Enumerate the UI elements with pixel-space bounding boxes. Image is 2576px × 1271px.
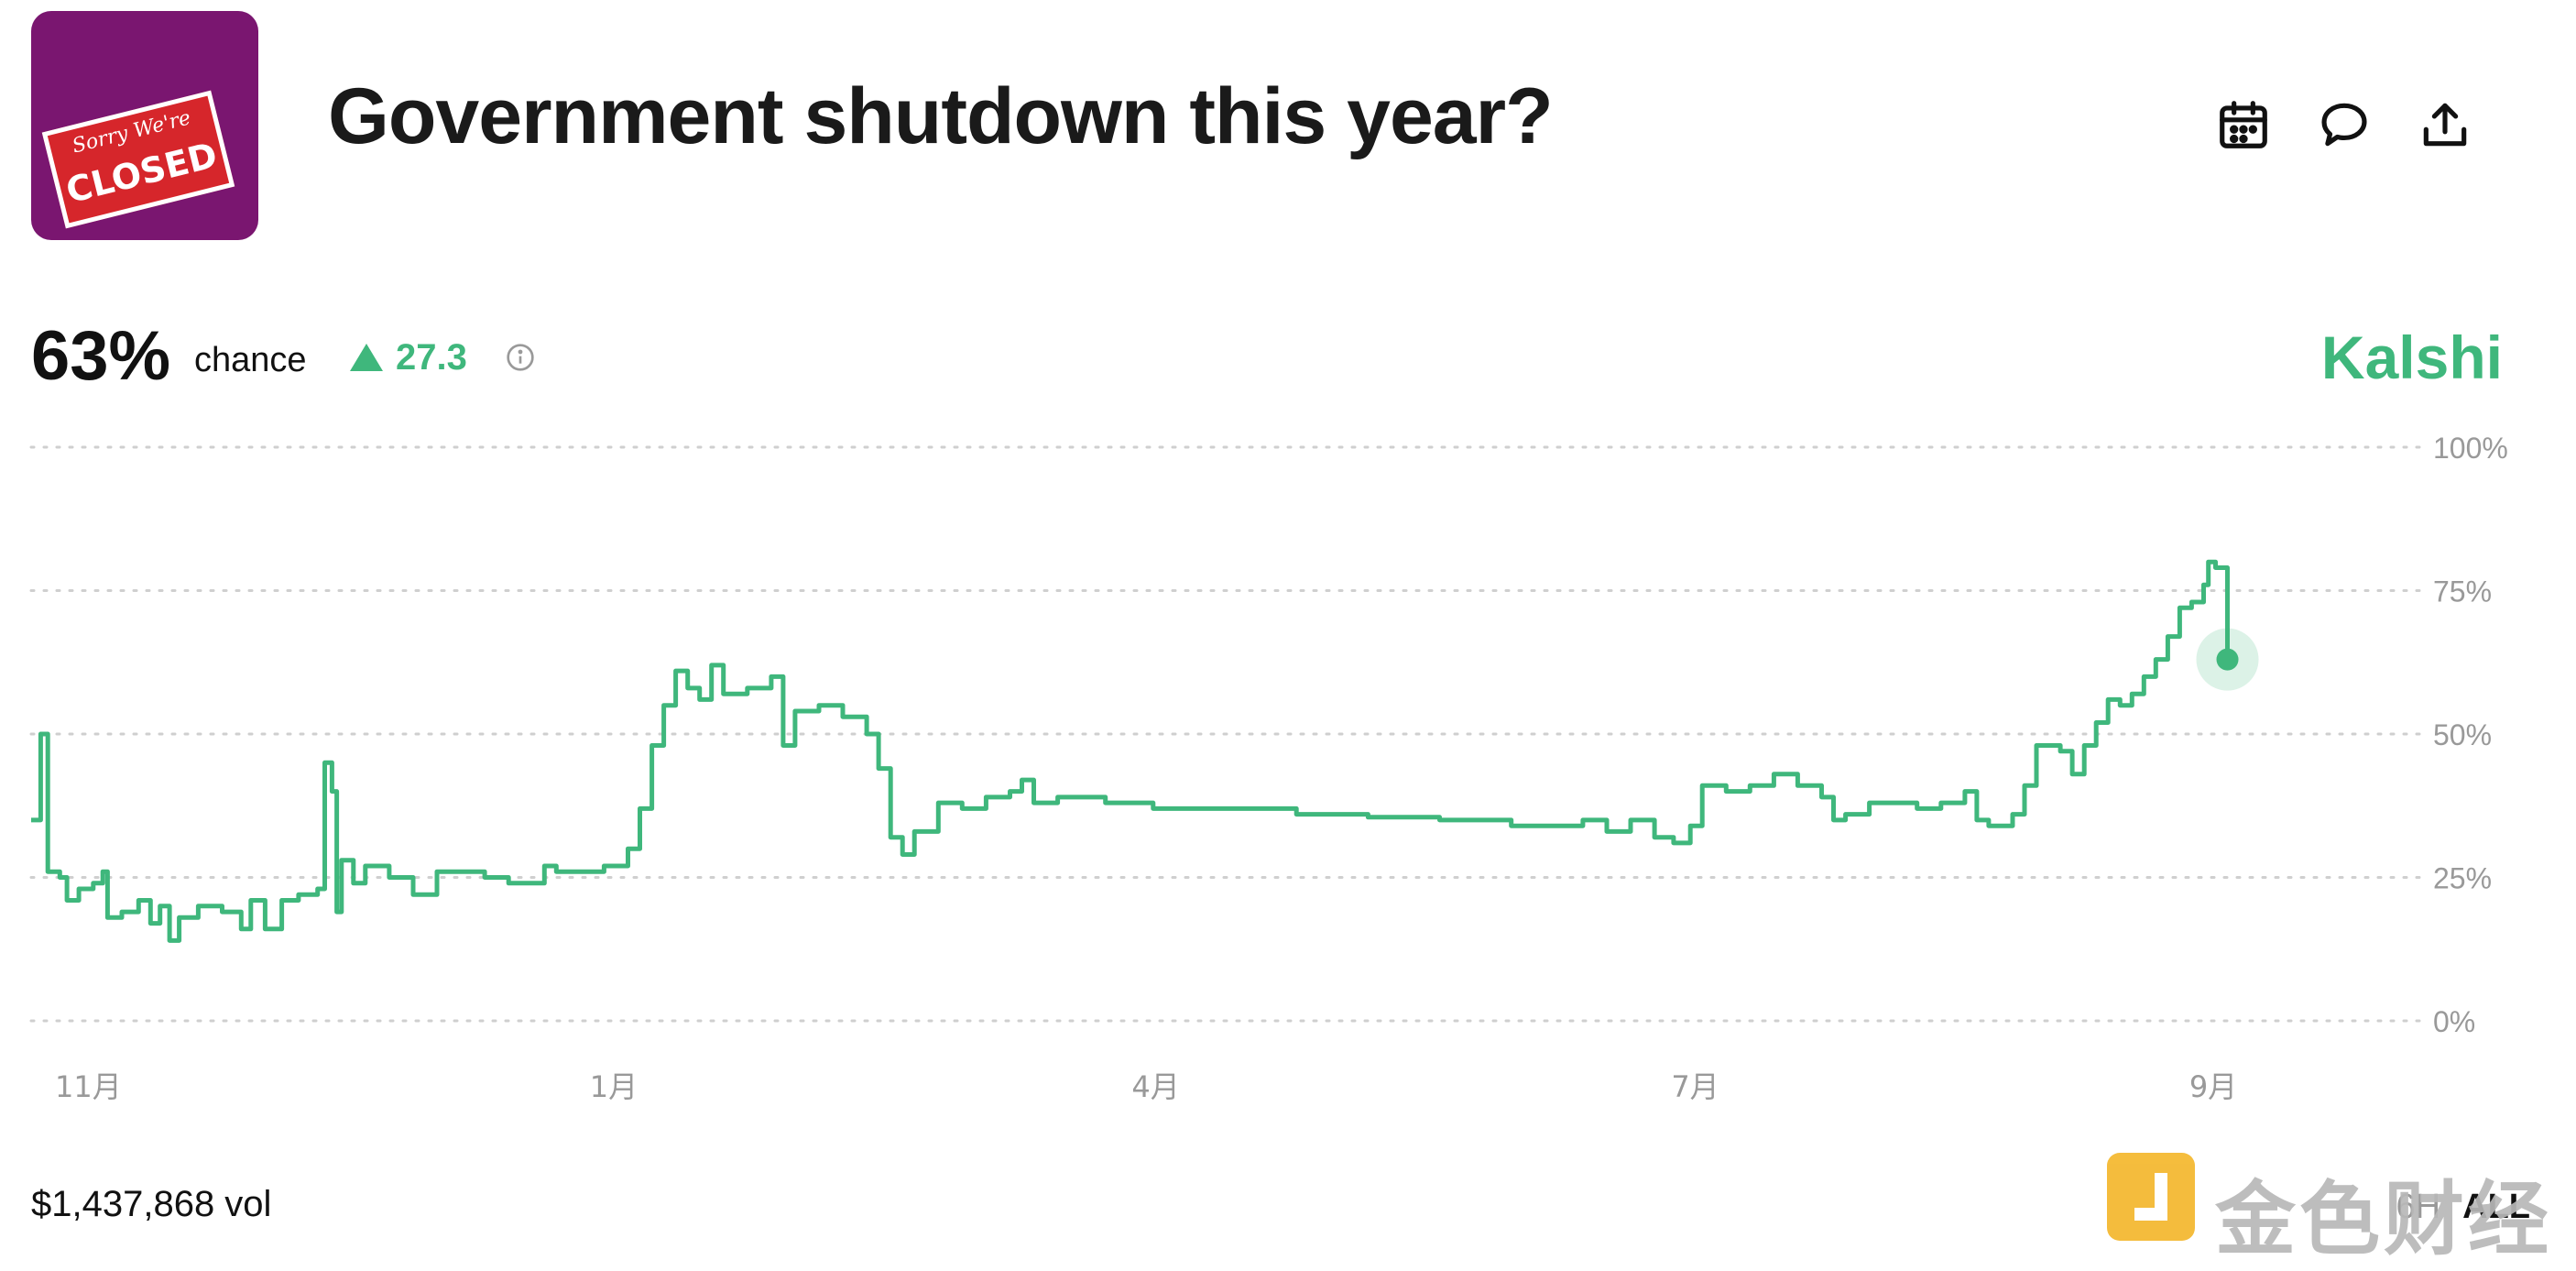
y-tick-label: 0% — [2433, 1005, 2475, 1038]
range-6h-button[interactable]: 6H — [2396, 1188, 2441, 1226]
y-tick-label: 100% — [2433, 432, 2508, 465]
x-tick-label: 4月 — [1131, 1069, 1179, 1104]
x-tick-label: 7月 — [1671, 1069, 1719, 1104]
range-all-button[interactable]: ALL — [2462, 1188, 2530, 1226]
watermark-logo-icon — [2107, 1153, 2195, 1241]
closed-sign: Sorry We're CLOSED — [41, 90, 235, 229]
chance-value: 63% — [31, 317, 171, 395]
chance-label: chance — [194, 341, 307, 379]
watermark: 金色财经 — [2107, 1147, 2556, 1266]
range-selector: 6H ALL — [2396, 1188, 2530, 1227]
up-triangle-icon — [350, 344, 383, 371]
market-title: Government shutdown this year? — [328, 72, 1554, 160]
series-line — [31, 559, 2230, 943]
volume-label: $1,437,868 vol — [31, 1184, 272, 1224]
market-thumbnail: Sorry We're CLOSED — [31, 11, 258, 240]
delta-value: 27.3 — [396, 337, 467, 378]
watermark-text: 金色财经 — [2215, 1172, 2553, 1266]
source-brand: Kalshi — [2320, 323, 2503, 391]
chance-delta: 27.3 — [350, 337, 467, 378]
comment-icon[interactable] — [2316, 96, 2373, 153]
share-icon[interactable] — [2417, 96, 2473, 153]
x-tick-label: 11月 — [55, 1069, 122, 1104]
y-tick-label: 25% — [2433, 862, 2492, 895]
current-point[interactable] — [2216, 648, 2239, 671]
x-tick-label: 9月 — [2189, 1069, 2237, 1104]
y-tick-label: 50% — [2433, 718, 2492, 751]
probability-chart: 100% 75% 50% 25% 0% 11月 1月 4月 7月 9月 — [29, 432, 2508, 1104]
calendar-icon[interactable] — [2215, 96, 2272, 153]
info-icon[interactable] — [506, 343, 535, 372]
x-tick-label: 1月 — [590, 1069, 638, 1104]
y-tick-label: 75% — [2433, 575, 2492, 608]
